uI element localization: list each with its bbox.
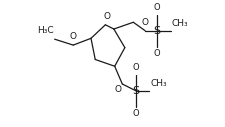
Text: CH₃: CH₃ <box>150 79 166 88</box>
Text: CH₃: CH₃ <box>171 19 187 28</box>
Text: O: O <box>153 49 160 58</box>
Text: O: O <box>132 109 139 118</box>
Text: O: O <box>141 18 148 27</box>
Text: S: S <box>153 26 160 36</box>
Text: H₃C: H₃C <box>37 26 54 35</box>
Text: O: O <box>132 63 139 72</box>
Text: O: O <box>114 85 121 94</box>
Text: O: O <box>70 32 77 41</box>
Text: S: S <box>132 86 139 96</box>
Text: O: O <box>103 12 110 21</box>
Text: O: O <box>153 3 160 12</box>
